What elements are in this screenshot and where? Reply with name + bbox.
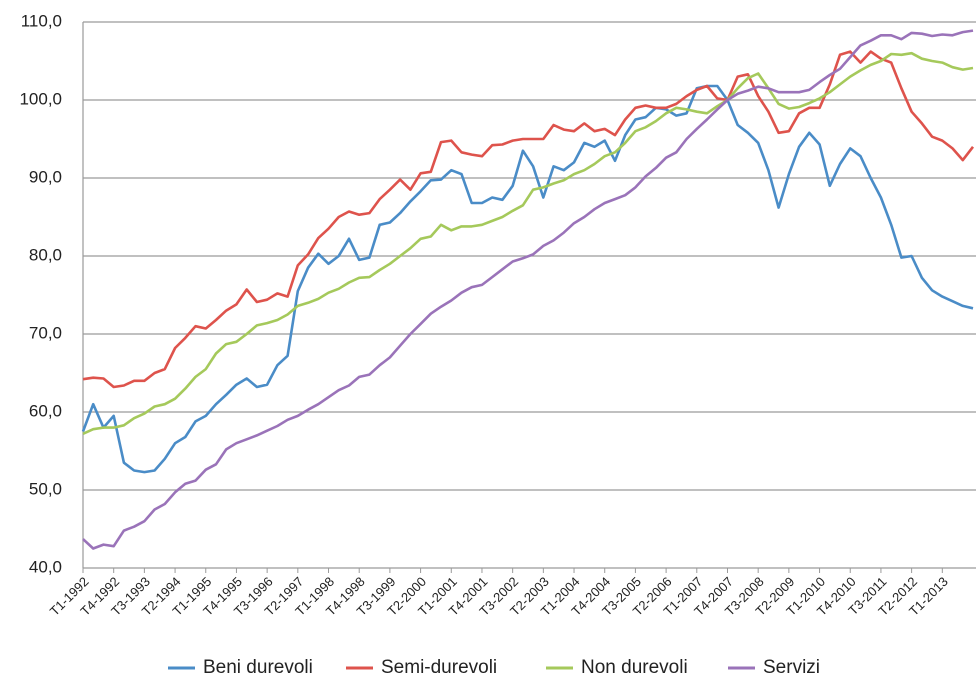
- legend-label: Servizi: [763, 657, 820, 678]
- y-tick-label: 50,0: [29, 479, 62, 498]
- series-line: [82, 29, 974, 550]
- y-tick-label: 60,0: [29, 401, 62, 420]
- series-line: [81, 84, 974, 474]
- y-tick-label: 110,0: [21, 11, 62, 30]
- legend-label: Beni durevoli: [203, 657, 313, 678]
- legend-label: Non durevoli: [581, 657, 688, 678]
- series-line: [82, 50, 975, 389]
- legend-label: Semi-durevoli: [381, 657, 497, 678]
- y-tick-label: 40,0: [29, 557, 62, 576]
- y-tick-label: 100,0: [19, 89, 62, 108]
- series-line: [82, 51, 974, 435]
- y-tick-label: 80,0: [29, 245, 62, 264]
- y-tick-label: 70,0: [29, 323, 62, 342]
- y-tick-label: 90,0: [29, 167, 62, 186]
